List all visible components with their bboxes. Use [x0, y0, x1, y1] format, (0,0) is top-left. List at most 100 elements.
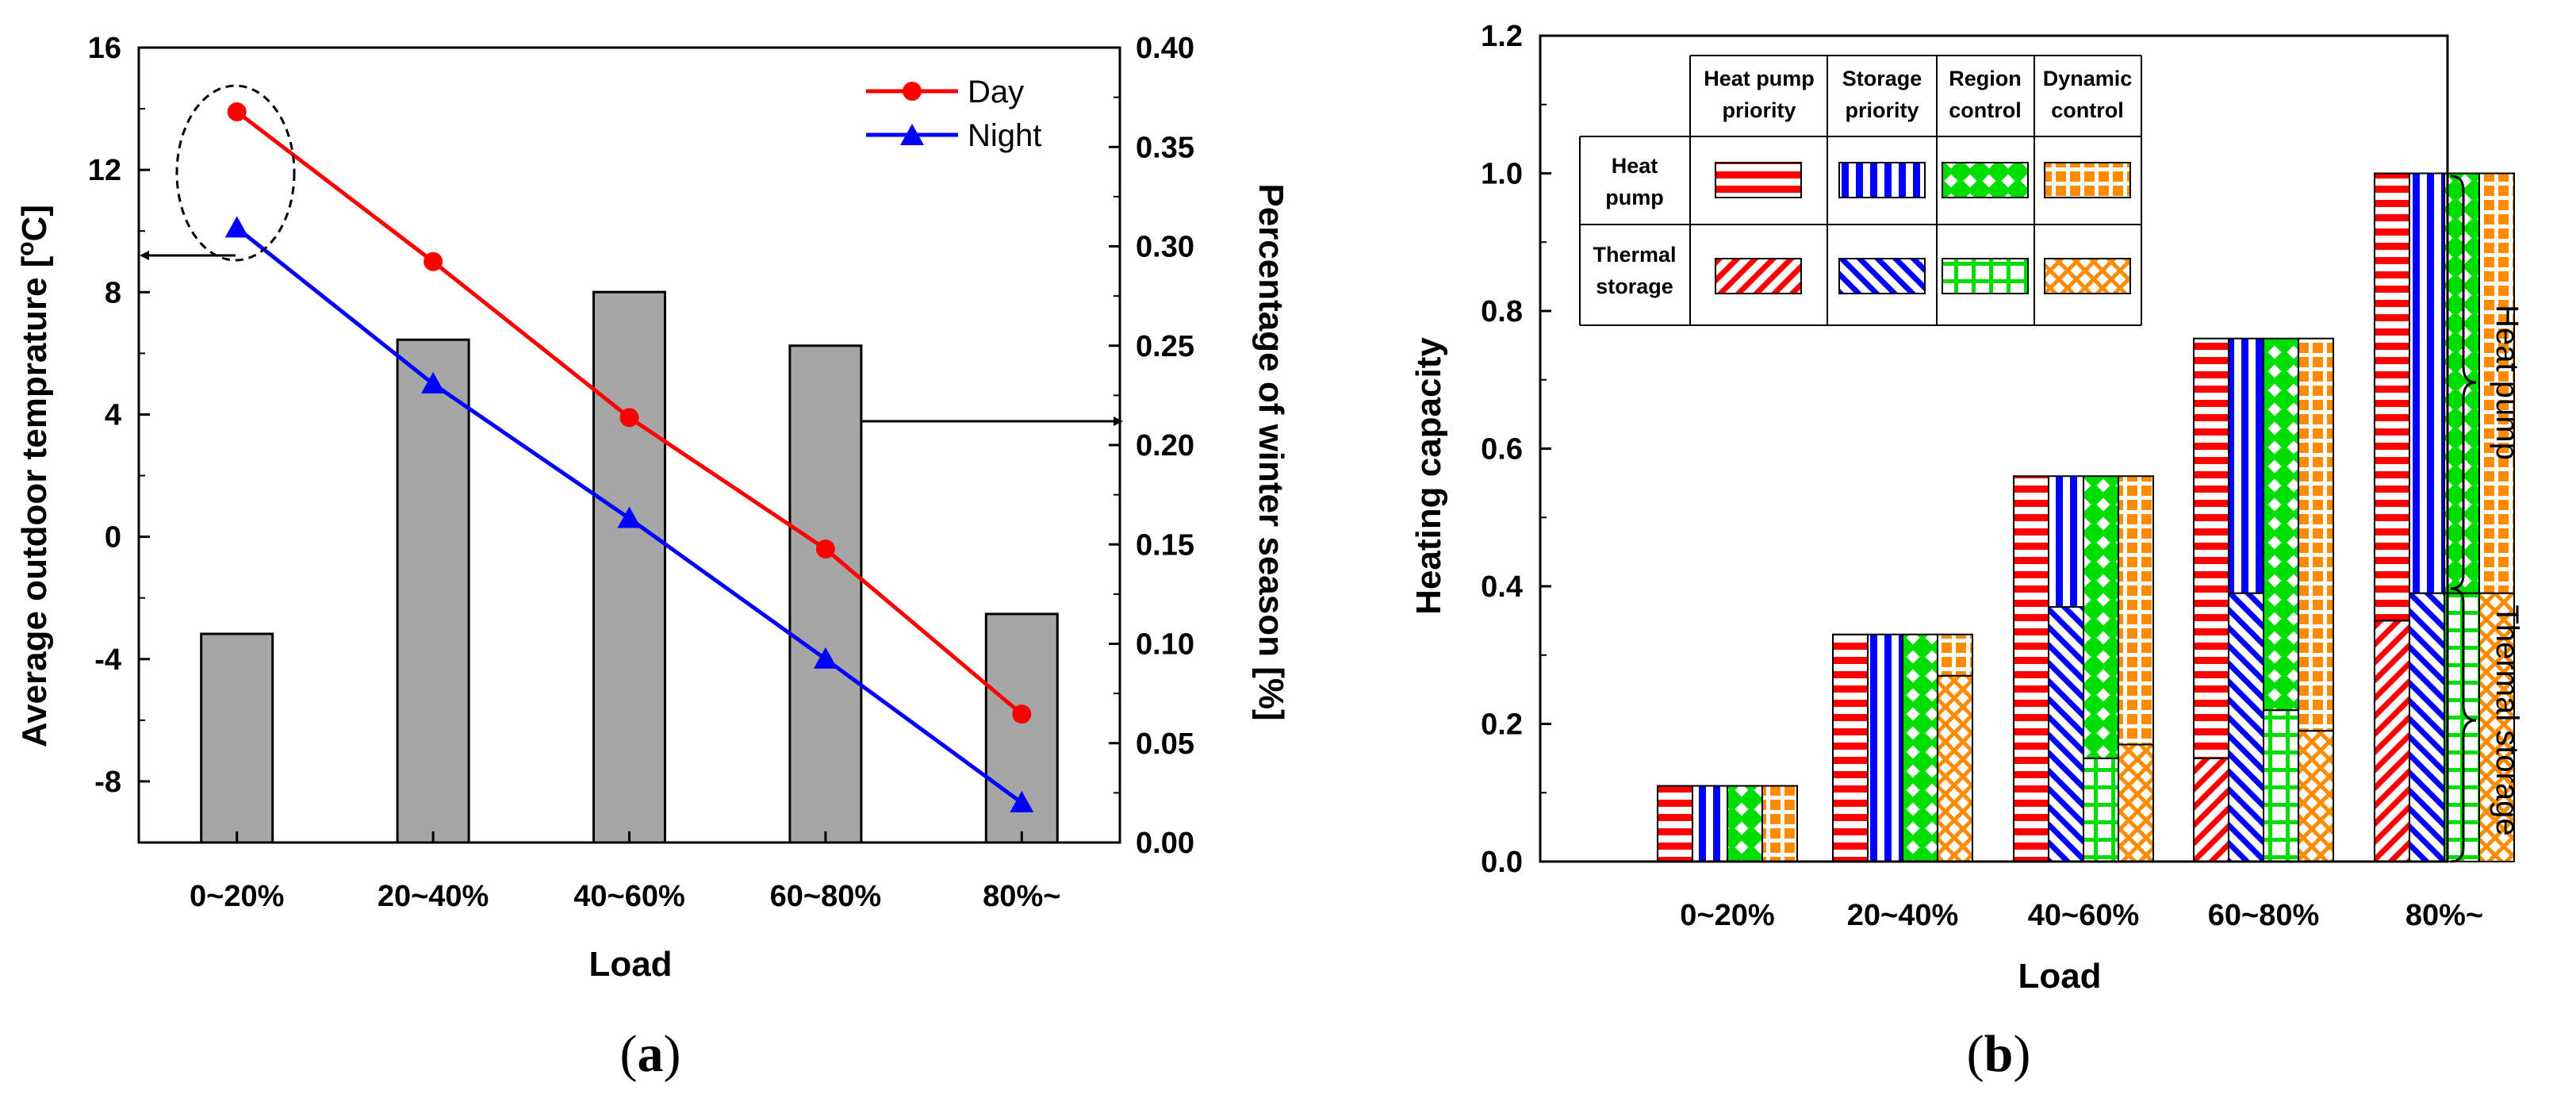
b-bar-hp-dynamic-control-60-80	[2298, 337, 2334, 732]
panel-a-letter: a	[638, 1025, 664, 1083]
b-x-tick-label: 20~40%	[1847, 899, 1959, 932]
b-bar-hp-dynamic-control-40-60	[2118, 475, 2154, 746]
a-legend: Day Night	[866, 75, 1041, 153]
a-point-day-20-40	[424, 251, 443, 271]
a-left-tick-label: 0	[105, 521, 121, 555]
b-bar-hp-storage-priority-80	[2409, 172, 2445, 594]
legend-header-region-control-1: Region	[1949, 67, 2022, 90]
legend-header-storage-priority-2: priority	[1845, 98, 1919, 122]
legend-header-heat-pump-priority-2: priority	[1722, 98, 1796, 122]
a-x-tick-label: 20~40%	[378, 880, 489, 913]
a-left-tick-label: 16	[88, 32, 121, 65]
a-axis-ticks: -8 -4 0 4 8 12 16 0.00 0.05 0.10 0.15 0.20 0.25 0.30 0…	[88, 32, 1194, 913]
b-bar-ts-dynamic-control-20-40	[1937, 674, 1973, 863]
b-bar-ts-region-control-40-60	[2083, 757, 2119, 862]
legend-row-thermal-storage-1: Thermal	[1593, 243, 1676, 267]
legend-header-heat-pump-priority-1: Heat pump	[1704, 67, 1815, 90]
b-y-tick-label: 0.2	[1481, 708, 1523, 742]
legend-header-storage-priority-1: Storage	[1842, 67, 1922, 90]
b-bar-ts-region-control-80	[2444, 592, 2480, 862]
b-bar-ts-storage-priority-60-80	[2228, 592, 2264, 862]
b-braces: Heat pump Thermal storage	[2450, 175, 2524, 863]
b-x-axis-title: Load	[2018, 957, 2101, 996]
b-bar-hp-heat-pump-priority-20-40	[1832, 633, 1869, 862]
brace-heat-pump-label: Heat pump	[2490, 305, 2524, 460]
b-bar-hp-storage-priority-60-80	[2228, 337, 2264, 594]
b-y-tick-label: 1.2	[1481, 20, 1523, 53]
b-y-axis-title: Heating capacity	[1409, 337, 1448, 615]
brace-thermal-storage	[2450, 587, 2477, 863]
brace-heat-pump	[2450, 175, 2477, 590]
b-y-tick-label: 0.0	[1481, 846, 1523, 879]
a-point-night-20-40	[421, 371, 446, 393]
a-left-tick-label: -4	[94, 643, 121, 677]
a-point-day-60-80	[815, 539, 835, 559]
b-bar-hp-storage-priority-20-40	[1867, 633, 1903, 862]
panel-b-letter: b	[1984, 1025, 2014, 1083]
legend-row-thermal-storage-2: storage	[1596, 274, 1673, 298]
a-x-tick-label: 80%~	[983, 880, 1060, 913]
chart-a: -8 -4 0 4 8 12 16 0.00 0.05 0.10 0.15 0.20 0.25 0.30 0…	[13, 32, 1290, 1083]
legend-swatch-ts-dynamic-control	[2044, 258, 2131, 294]
a-right-tick-label: 0.15	[1136, 528, 1194, 562]
b-bar-ts-heat-pump-priority-60-80	[2193, 757, 2229, 862]
b-bar-hp-heat-pump-priority-60-80	[2193, 337, 2229, 759]
b-x-tick-label: 40~60%	[2028, 899, 2140, 932]
legend-day-marker	[903, 82, 922, 101]
a-right-tick-label: 0.20	[1136, 429, 1194, 463]
a-point-day-0-20	[227, 102, 247, 121]
a-right-tick-label: 0.25	[1136, 330, 1194, 363]
a-left-tick-label: -8	[94, 766, 121, 799]
a-left-axis-title: Average outdoor temprature [oC]	[13, 205, 54, 747]
b-bar-ts-dynamic-control-80	[2478, 592, 2515, 862]
a-right-tick-label: 0.10	[1136, 628, 1194, 662]
a-point-day-40-60	[619, 408, 639, 428]
b-axis-ticks: 0.0 0.2 0.4 0.6 0.8 1.0 1.2 0~20% 20~40% 40~60% 60…	[1481, 20, 2483, 932]
legend-row-heat-pump-1: Heat	[1612, 154, 1658, 178]
b-bar-hp-heat-pump-priority-40-60	[2013, 475, 2049, 862]
b-bars	[1657, 172, 2515, 863]
b-bar-hp-dynamic-control-20-40	[1937, 633, 1973, 677]
a-lines	[224, 102, 1034, 812]
b-y-tick-label: 0.6	[1481, 433, 1523, 466]
b-x-tick-label: 80%~	[2405, 899, 2483, 932]
a-right-tick-label: 0.30	[1136, 231, 1194, 264]
b-x-tick-label: 60~80%	[2208, 899, 2320, 932]
a-x-tick-label: 0~20%	[190, 880, 284, 913]
panel-b-label: (b)	[1967, 1025, 2031, 1083]
a-point-night-80	[1010, 790, 1034, 812]
legend-day-label: Day	[968, 75, 1024, 109]
a-bar-20-40	[396, 338, 470, 844]
b-bar-hp-heat-pump-priority-0-20	[1657, 785, 1693, 863]
a-left-tick-label: 8	[105, 276, 121, 309]
a-right-tick-label: 0.05	[1136, 727, 1194, 761]
b-bar-hp-storage-priority-40-60	[2048, 475, 2084, 608]
legend-header-dynamic-control-2: control	[2051, 98, 2124, 122]
legend-swatch-hp-region-control	[1942, 162, 2029, 198]
b-bar-hp-heat-pump-priority-80	[2374, 172, 2410, 622]
a-right-tick-label: 0.40	[1136, 32, 1194, 65]
legend-night-label: Night	[968, 118, 1041, 153]
a-right-tick-label: 0.00	[1136, 827, 1194, 860]
a-x-axis-title: Load	[588, 945, 672, 984]
a-day-night-callout	[175, 84, 296, 262]
b-bar-hp-dynamic-control-0-20	[1761, 785, 1798, 863]
b-bar-ts-dynamic-control-40-60	[2118, 743, 2154, 863]
a-bar-40-60	[592, 290, 666, 844]
b-bar-hp-region-control-40-60	[2083, 475, 2119, 759]
b-y-tick-label: 0.8	[1481, 295, 1523, 328]
b-bar-hp-region-control-20-40	[1902, 633, 1938, 862]
legend-swatch-hp-storage-priority	[1838, 162, 1926, 198]
panel-a-label: (a)	[620, 1025, 681, 1083]
a-right-axis-title: Percentage of winter season [%]	[1252, 183, 1290, 720]
b-bar-hp-storage-priority-0-20	[1692, 785, 1728, 863]
chart-b: 0.0 0.2 0.4 0.6 0.8 1.0 1.2 0~20% 20~40% 40~60% 60…	[1409, 20, 2524, 1083]
b-bar-ts-storage-priority-80	[2409, 592, 2445, 862]
a-x-tick-label: 60~80%	[770, 880, 882, 913]
a-point-night-60-80	[813, 647, 838, 669]
b-legend-table: Heat pump priority Storage priority Regi…	[1579, 55, 2142, 326]
b-bar-ts-region-control-60-80	[2263, 709, 2299, 863]
legend-night-marker	[900, 124, 924, 145]
a-bar-0-20	[200, 632, 274, 844]
